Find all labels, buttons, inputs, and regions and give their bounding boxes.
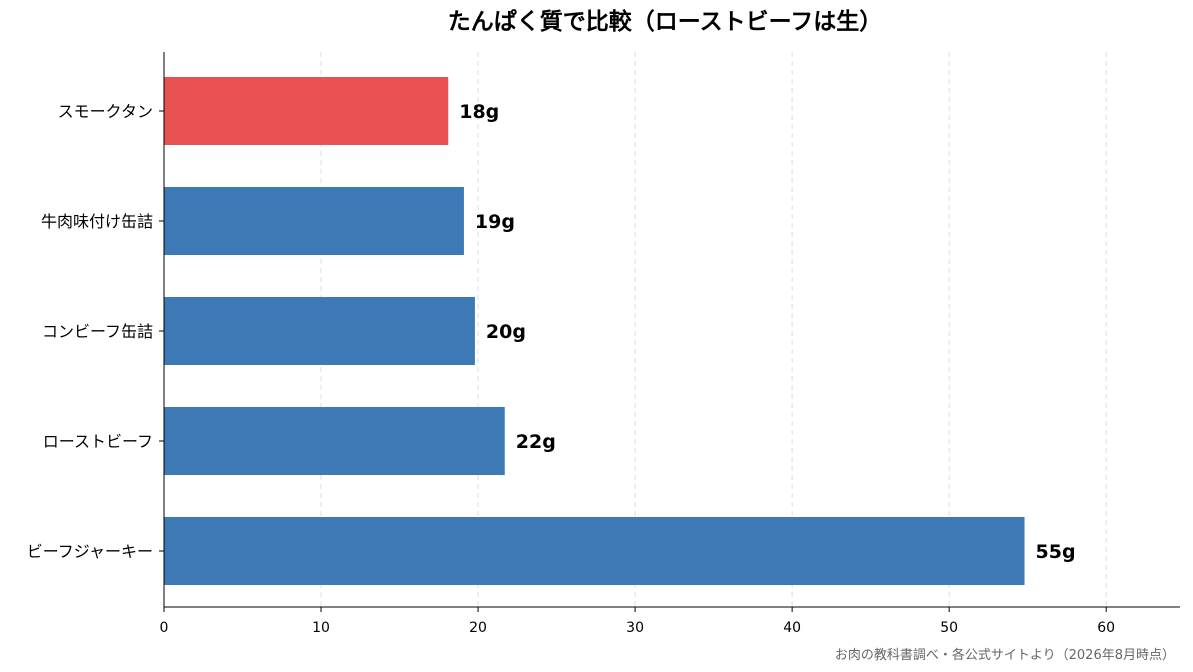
value-label: 19g: [475, 211, 515, 233]
grid-lines: [320, 52, 1107, 607]
source-note: お肉の教科書調べ・各公式サイトより（2026年8月時点）: [835, 647, 1175, 663]
value-label: 55g: [1036, 541, 1076, 563]
value-label: 18g: [459, 101, 499, 123]
x-tick-label: 60: [1097, 620, 1115, 636]
x-tick-label: 0: [160, 620, 169, 636]
bar: [164, 297, 475, 365]
x-tick-label: 30: [626, 620, 644, 636]
bar: [164, 187, 464, 255]
category-label: 牛肉味付け缶詰: [41, 212, 153, 231]
category-label: ローストビーフ: [43, 432, 153, 451]
bar: [164, 77, 449, 145]
axes: [159, 52, 1180, 612]
value-label: 20g: [486, 321, 526, 343]
category-label: ビーフジャーキー: [27, 542, 153, 561]
x-tick-label: 10: [312, 620, 330, 636]
bar: [164, 407, 505, 475]
labels: 0 10 20 30 40 50 60 スモークタン 18g 牛肉味付け缶詰 19g コンビーフ缶詰 2…: [27, 101, 1115, 636]
bar: [164, 517, 1025, 585]
x-tick-label: 20: [469, 620, 487, 636]
category-label: コンビーフ缶詰: [42, 322, 153, 341]
x-tick-label: 40: [783, 620, 801, 636]
x-tick-label: 50: [940, 620, 958, 636]
chart-title: たんぱく質で比較（ローストビーフは生）: [448, 8, 882, 35]
bars: [164, 77, 1025, 585]
value-label: 22g: [516, 431, 556, 453]
category-label: スモークタン: [58, 102, 153, 121]
